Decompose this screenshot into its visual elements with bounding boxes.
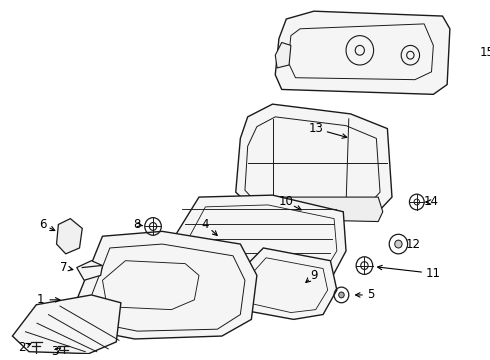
Text: 1: 1 bbox=[36, 293, 44, 306]
Polygon shape bbox=[12, 295, 121, 354]
Polygon shape bbox=[231, 248, 337, 319]
Text: 7: 7 bbox=[60, 261, 68, 274]
Text: 8: 8 bbox=[134, 218, 141, 231]
Text: 9: 9 bbox=[310, 269, 318, 282]
Text: 2: 2 bbox=[18, 341, 25, 354]
Text: 12: 12 bbox=[406, 238, 420, 251]
Text: 11: 11 bbox=[426, 267, 441, 280]
Polygon shape bbox=[77, 231, 257, 339]
Text: 6: 6 bbox=[39, 218, 47, 231]
Polygon shape bbox=[156, 244, 181, 267]
Text: 3: 3 bbox=[51, 345, 58, 358]
Circle shape bbox=[395, 240, 402, 248]
Text: 4: 4 bbox=[202, 218, 209, 231]
Text: 15: 15 bbox=[479, 46, 490, 59]
Text: 5: 5 bbox=[367, 288, 374, 301]
Polygon shape bbox=[236, 104, 392, 212]
Polygon shape bbox=[240, 197, 383, 221]
Circle shape bbox=[339, 292, 344, 298]
Text: 13: 13 bbox=[308, 122, 323, 135]
Text: 14: 14 bbox=[424, 195, 439, 208]
Polygon shape bbox=[56, 219, 82, 254]
Polygon shape bbox=[77, 261, 102, 280]
Polygon shape bbox=[275, 11, 450, 94]
Polygon shape bbox=[275, 42, 291, 68]
Text: 10: 10 bbox=[279, 195, 294, 208]
Polygon shape bbox=[176, 195, 346, 285]
